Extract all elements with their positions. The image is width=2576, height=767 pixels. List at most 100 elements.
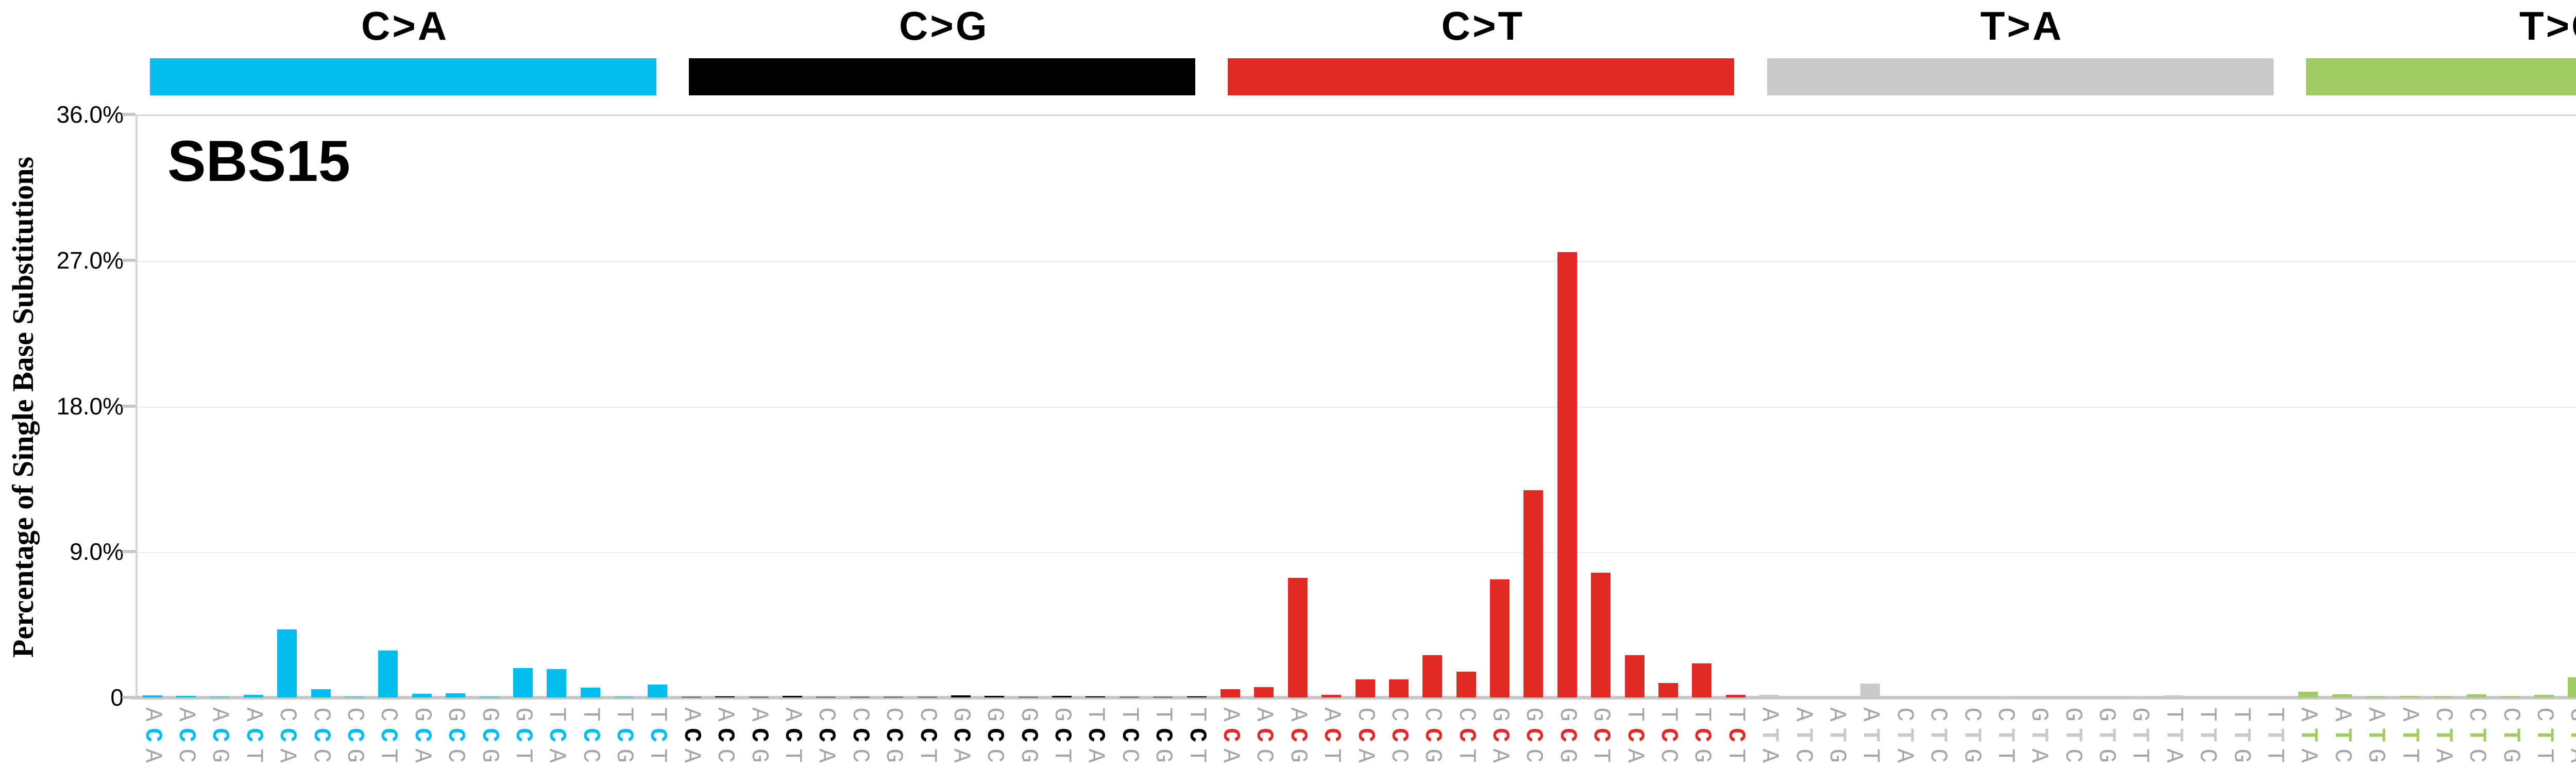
x-label-flank-base: A <box>139 707 166 722</box>
x-label-flank-base: G <box>1486 707 1514 722</box>
x-label-mutated-base: C <box>341 728 368 742</box>
gridline-27 <box>138 261 2576 262</box>
x-label-flank-base: T <box>1621 707 1648 722</box>
x-label-flank-base: T <box>2126 748 2154 763</box>
x-label-flank-base: C <box>442 748 469 763</box>
x-label-mutated-base: T <box>2362 728 2389 742</box>
x-label-mutated-base: C <box>1419 728 1446 742</box>
x-label-mutated-base: C <box>644 728 671 742</box>
x-label-mutated-base: C <box>981 728 1008 742</box>
x-label-flank-base: C <box>2429 707 2456 722</box>
x-label-flank-base: T <box>1688 707 1716 722</box>
x-label-flank-base: G <box>2126 707 2154 722</box>
y-tick-27: 27.0% <box>56 247 124 274</box>
x-label-flank-base: C <box>1385 748 1412 763</box>
x-label-flank-base: C <box>846 707 873 722</box>
bar-C>A-ACT <box>243 695 263 697</box>
mutation-type-title-C>G: C>G <box>899 3 989 48</box>
x-label-mutated-base: C <box>1250 728 1278 742</box>
x-label-flank-base: C <box>375 707 402 722</box>
x-label-flank-base: A <box>206 707 233 722</box>
x-label-flank-base: G <box>947 707 974 722</box>
mutation-type-color-bar-C>A <box>150 58 657 95</box>
x-label-flank-base: C <box>307 707 334 722</box>
x-label-flank-base: C <box>341 707 368 722</box>
x-label-mutated-base: C <box>1688 728 1716 742</box>
x-label-mutated-base: C <box>408 728 435 742</box>
x-label-mutated-base: C <box>1385 728 1412 742</box>
x-label-mutated-base: T <box>1857 728 1884 742</box>
x-label-flank-base: G <box>442 707 469 722</box>
x-label-mutated-base: C <box>1553 728 1581 742</box>
x-label-flank-base: C <box>2328 748 2355 763</box>
x-label-flank-base: A <box>2362 707 2389 722</box>
x-label-mutated-base: C <box>375 728 402 742</box>
bar-T>C-ATT <box>2399 695 2419 697</box>
x-label-mutated-base: T <box>2025 728 2053 742</box>
x-label-flank-base: G <box>1419 748 1446 763</box>
x-label-mutated-base: C <box>779 728 806 742</box>
x-label-flank-base: T <box>1318 748 1345 763</box>
x-label-flank-base: G <box>1048 707 1076 722</box>
x-label-flank-base: C <box>2497 707 2524 722</box>
bar-C>T-ACT <box>1321 695 1342 697</box>
bar-C>T-ACC <box>1254 687 1274 697</box>
x-label-mutated-base: C <box>1318 728 1345 742</box>
x-label-flank-base: T <box>2227 707 2255 722</box>
x-label-flank-base: C <box>2463 707 2490 722</box>
mutation-type-color-bar-T>C <box>2306 58 2576 95</box>
x-label-mutated-base: T <box>2295 728 2322 742</box>
x-label-flank-base: C <box>2531 707 2558 722</box>
y-tick-mark-left <box>122 258 135 262</box>
x-label-mutated-base: C <box>139 728 166 742</box>
x-label-mutated-base: C <box>1149 728 1177 742</box>
plot-area <box>135 114 2576 697</box>
x-label-flank-base: A <box>2295 748 2322 763</box>
x-label-flank-base: G <box>611 748 638 763</box>
x-label-flank-base: T <box>1183 748 1210 763</box>
x-label-flank-base: C <box>711 748 739 763</box>
x-label-flank-base: T <box>1183 707 1210 722</box>
x-label-flank-base: T <box>1115 707 1143 722</box>
x-label-flank-base: A <box>1284 707 1311 722</box>
x-label-flank-base: A <box>2328 707 2355 722</box>
x-label-flank-base: G <box>2564 704 2576 725</box>
x-label-mutated-base: T <box>1991 728 2019 742</box>
x-label-flank-base: C <box>1924 707 1952 722</box>
x-label-flank-base: A <box>2429 748 2456 763</box>
x-label-mutated-base: C <box>846 728 873 742</box>
x-label-mutated-base: C <box>1722 728 1749 742</box>
y-tick-mark-left <box>122 696 135 699</box>
x-label-flank-base: A <box>1789 707 1817 722</box>
x-label-flank-base: C <box>1419 707 1446 722</box>
x-label-flank-base: C <box>1115 748 1143 763</box>
x-label-flank-base: C <box>1655 748 1682 763</box>
x-label-mutated-base: T <box>2396 728 2423 742</box>
x-label-mutated-base: T <box>1789 728 1817 742</box>
x-label-mutated-base: T <box>1958 728 1985 742</box>
x-label-flank-base: G <box>745 748 772 763</box>
